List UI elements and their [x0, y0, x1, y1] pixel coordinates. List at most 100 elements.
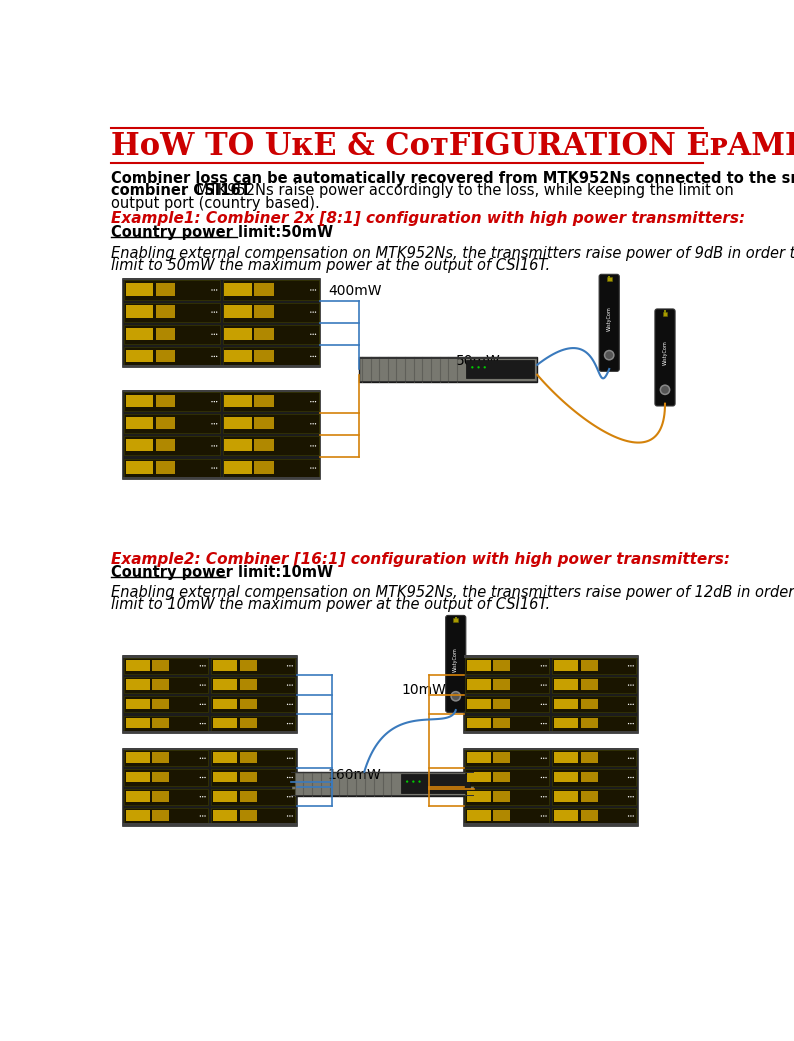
Bar — [125, 810, 150, 820]
Bar — [467, 660, 491, 670]
Ellipse shape — [541, 704, 542, 705]
Bar — [122, 279, 320, 367]
Bar — [125, 753, 150, 763]
Bar — [464, 656, 638, 658]
Bar — [254, 395, 274, 407]
Ellipse shape — [289, 815, 291, 817]
Bar — [465, 808, 549, 824]
Ellipse shape — [204, 722, 206, 725]
Bar — [225, 305, 252, 318]
Bar — [124, 715, 208, 732]
Ellipse shape — [628, 704, 630, 705]
Bar — [453, 618, 458, 623]
Ellipse shape — [204, 815, 206, 817]
Ellipse shape — [477, 366, 480, 369]
Bar — [291, 771, 473, 773]
Ellipse shape — [204, 796, 206, 797]
Ellipse shape — [605, 351, 613, 359]
Ellipse shape — [216, 356, 218, 357]
Ellipse shape — [199, 722, 201, 725]
Bar — [580, 680, 598, 690]
Ellipse shape — [216, 467, 218, 468]
Bar — [122, 823, 297, 826]
Bar — [122, 731, 297, 733]
Bar — [493, 699, 511, 709]
Bar — [493, 810, 511, 820]
Ellipse shape — [541, 722, 542, 725]
Ellipse shape — [545, 722, 547, 725]
Ellipse shape — [630, 796, 631, 797]
Ellipse shape — [211, 356, 213, 357]
Ellipse shape — [289, 665, 291, 666]
Ellipse shape — [545, 796, 547, 797]
Text: 400mW: 400mW — [328, 284, 381, 299]
Ellipse shape — [199, 815, 201, 817]
Bar — [124, 696, 208, 712]
Ellipse shape — [314, 467, 316, 468]
Bar — [213, 680, 237, 690]
Bar — [124, 789, 208, 805]
Text: WistyCom: WistyCom — [607, 306, 611, 331]
Bar — [122, 656, 297, 733]
Text: Combiner loss can be automatically recovered from MTK952Ns connected to the smar: Combiner loss can be automatically recov… — [111, 171, 794, 186]
Ellipse shape — [291, 815, 293, 817]
Bar — [225, 461, 252, 474]
Ellipse shape — [199, 704, 201, 705]
Ellipse shape — [633, 722, 634, 725]
Bar — [467, 791, 491, 802]
Ellipse shape — [202, 722, 203, 725]
Ellipse shape — [628, 815, 630, 817]
Text: Country power limit:50mW: Country power limit:50mW — [111, 225, 333, 240]
Text: output port (country based).: output port (country based). — [111, 196, 320, 210]
Ellipse shape — [313, 467, 314, 468]
Bar — [125, 461, 153, 474]
Ellipse shape — [291, 684, 293, 686]
Bar — [122, 389, 320, 392]
Bar — [580, 771, 598, 782]
Bar — [359, 357, 537, 382]
Ellipse shape — [199, 665, 201, 666]
Bar — [156, 439, 175, 452]
Bar — [223, 436, 318, 456]
Bar — [124, 392, 220, 411]
Bar — [124, 769, 208, 786]
Ellipse shape — [628, 684, 630, 686]
Ellipse shape — [545, 758, 547, 759]
Bar — [240, 791, 256, 802]
Bar — [465, 789, 549, 805]
Text: HᴏW TO UᴋE & CᴏᴛFIGURATION EᴘAMPLES: HᴏW TO UᴋE & CᴏᴛFIGURATION EᴘAMPLES — [111, 131, 794, 162]
Bar — [254, 461, 274, 474]
Ellipse shape — [287, 722, 288, 725]
Bar — [223, 414, 318, 433]
Bar — [467, 680, 491, 690]
Ellipse shape — [214, 423, 215, 425]
Ellipse shape — [289, 777, 291, 779]
Bar — [156, 395, 175, 407]
Ellipse shape — [541, 684, 542, 686]
Ellipse shape — [661, 386, 669, 393]
Bar — [152, 771, 169, 782]
Ellipse shape — [216, 311, 218, 312]
Bar — [223, 392, 318, 411]
Ellipse shape — [545, 777, 547, 779]
Ellipse shape — [202, 777, 203, 779]
Text: Example1: Combiner 2x [8:1] configuration with high power transmitters:: Example1: Combiner 2x [8:1] configuratio… — [111, 211, 745, 226]
Bar — [464, 731, 638, 733]
Ellipse shape — [287, 796, 288, 797]
Bar — [124, 436, 220, 456]
Bar — [122, 278, 320, 280]
Bar — [580, 718, 598, 729]
Bar — [664, 310, 666, 312]
Ellipse shape — [314, 446, 316, 447]
Ellipse shape — [202, 665, 203, 666]
Ellipse shape — [545, 684, 547, 686]
Ellipse shape — [633, 704, 634, 705]
Bar — [122, 477, 320, 479]
Ellipse shape — [630, 684, 631, 686]
Bar — [467, 771, 491, 782]
Ellipse shape — [291, 665, 293, 666]
Bar — [465, 658, 549, 674]
Ellipse shape — [541, 665, 542, 666]
Ellipse shape — [543, 684, 545, 686]
Bar — [493, 718, 511, 729]
